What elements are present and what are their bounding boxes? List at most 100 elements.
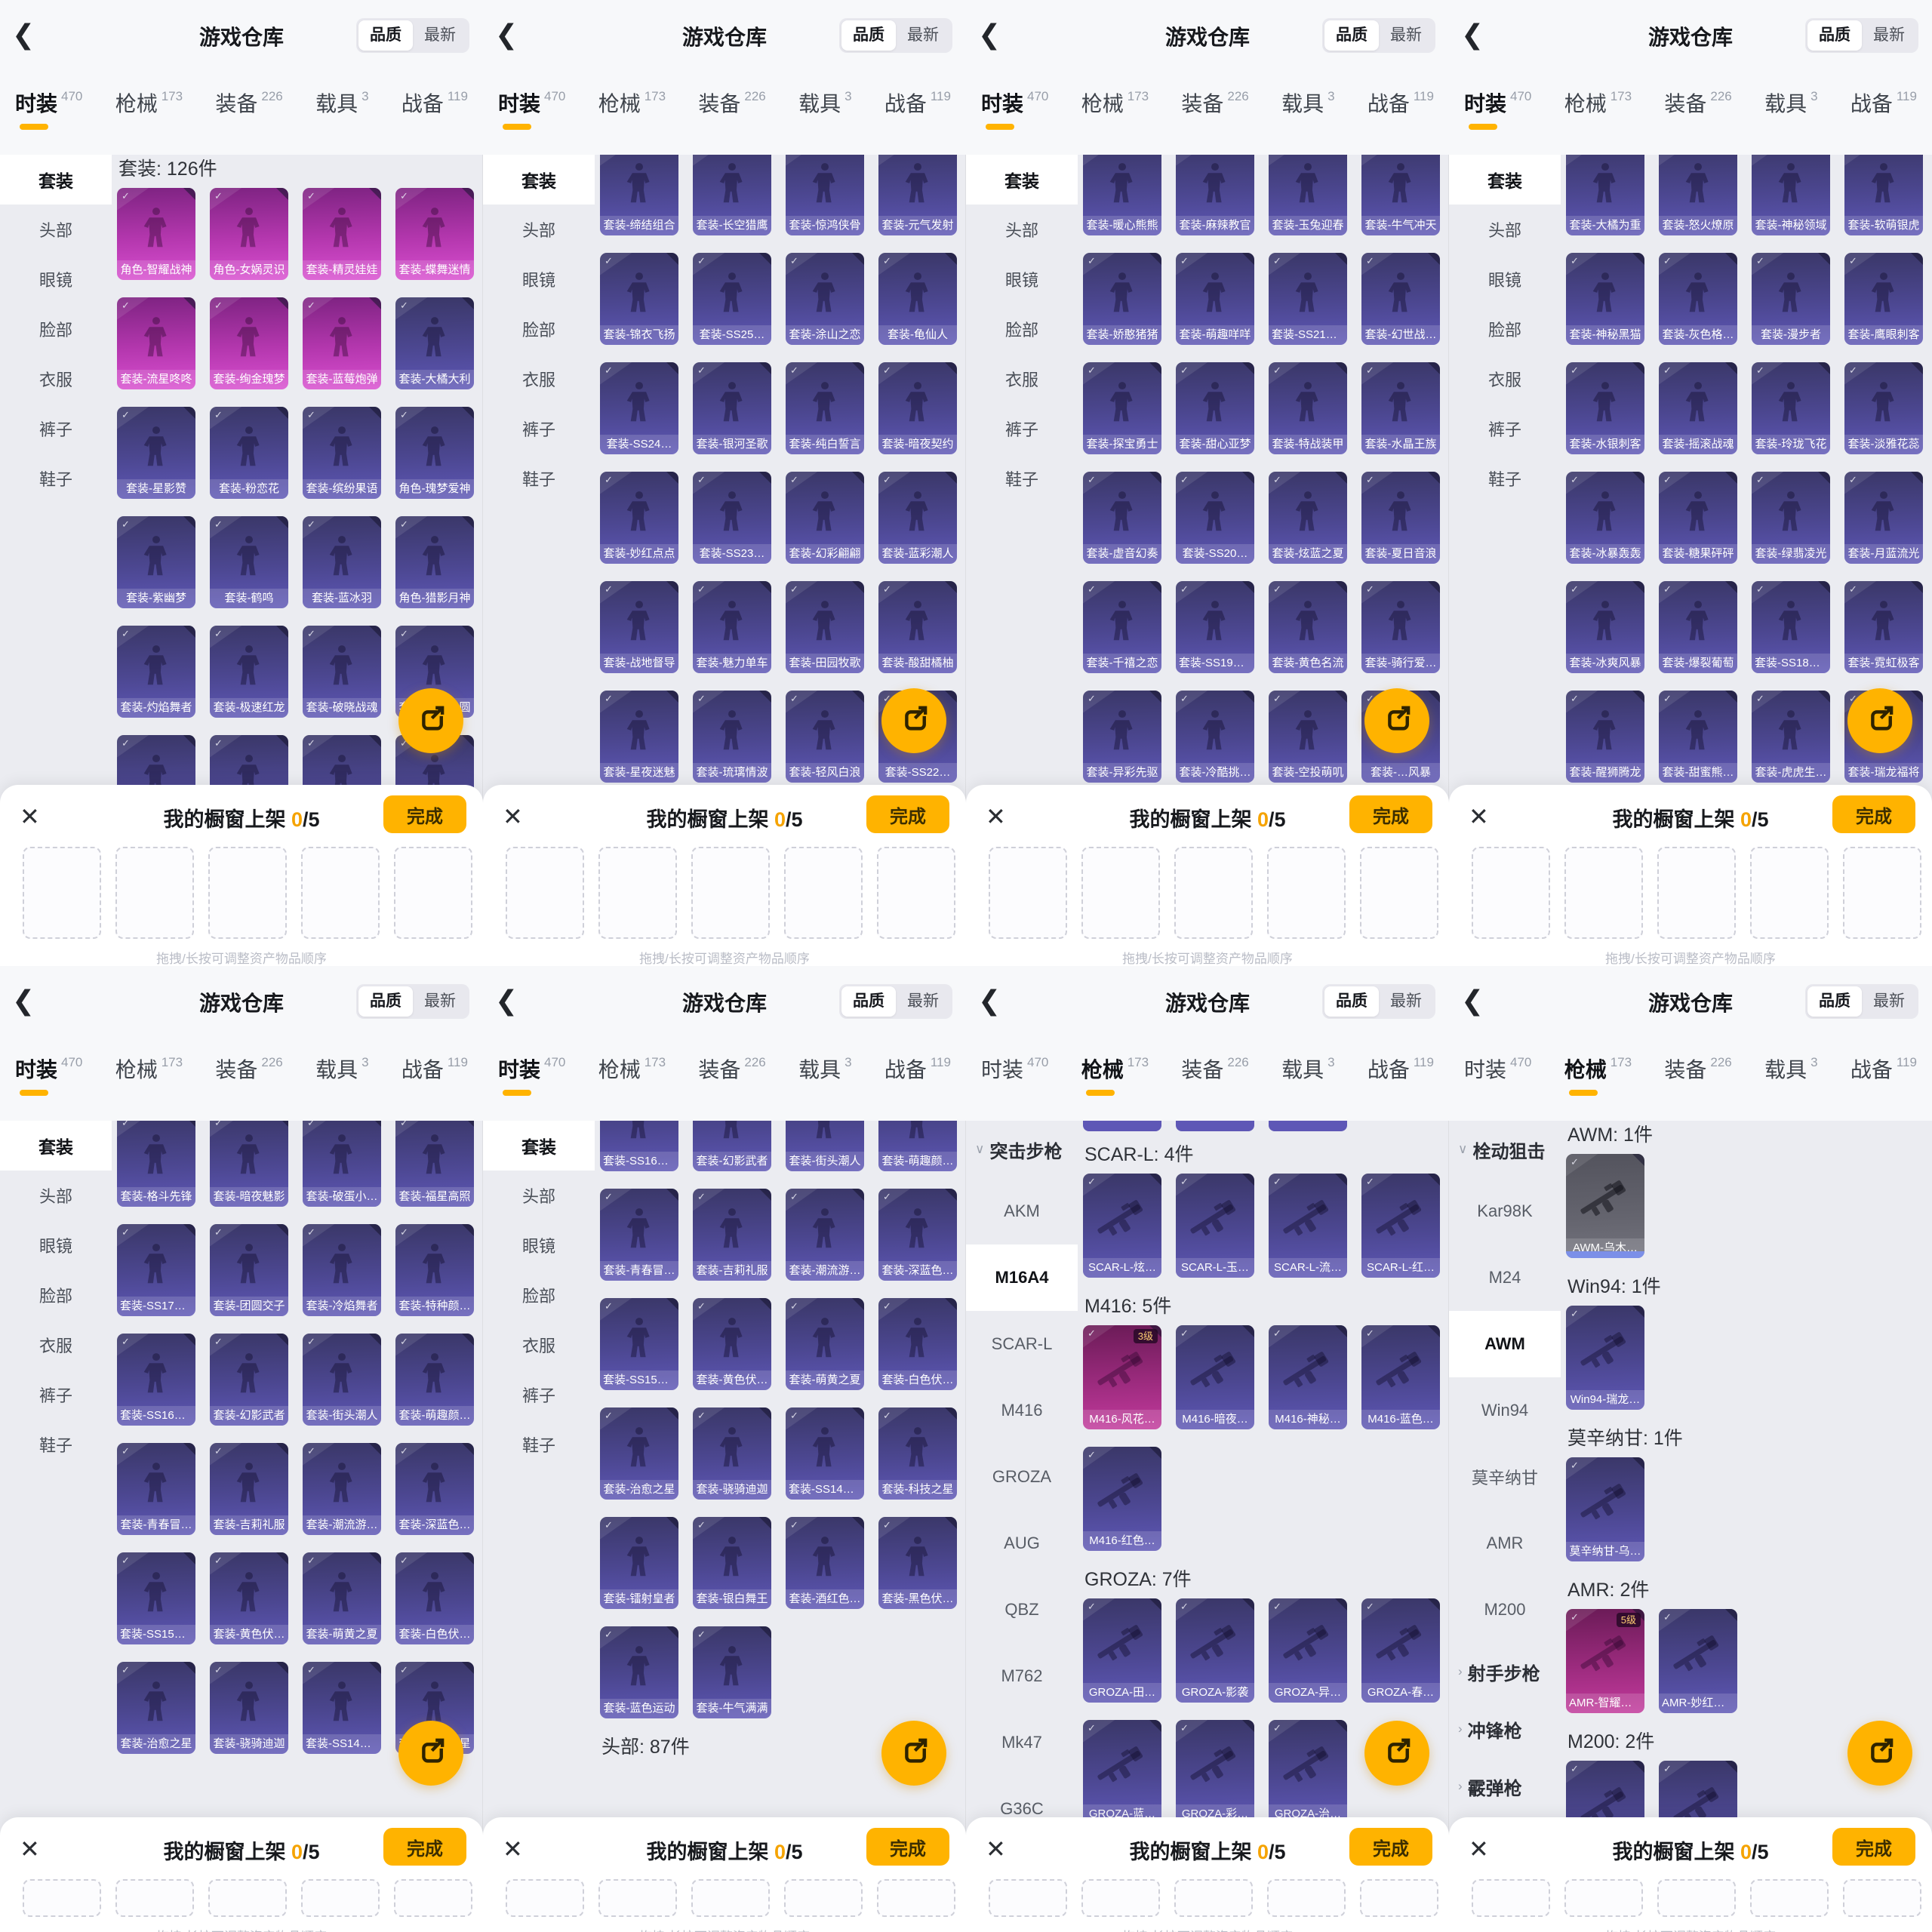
- item-card[interactable]: ✓ 套装-虎虎生…: [1752, 691, 1830, 783]
- sidebar-item[interactable]: 裤子: [1487, 420, 1521, 439]
- tab-equipment[interactable]: 装备 226: [215, 1054, 282, 1084]
- sort-newest-button[interactable]: 最新: [1873, 26, 1905, 44]
- sidebar-group[interactable]: › 冲锋枪: [1449, 1700, 1561, 1758]
- item-card[interactable]: ✓ 套装-SS17特训: [117, 1224, 195, 1316]
- share-fab-button[interactable]: [881, 1721, 946, 1786]
- item-card[interactable]: ✓套装-幻影武者: [693, 1121, 771, 1171]
- item-card[interactable]: ✓ 套装-SS19特训: [1176, 581, 1254, 673]
- tab-vehicles[interactable]: 载具 3: [798, 88, 851, 118]
- item-card[interactable]: ✓ 套装-蓝色运动: [600, 1626, 678, 1718]
- done-button[interactable]: 完成: [1832, 795, 1915, 833]
- item-card[interactable]: ✓ 套装-水晶王族: [1361, 362, 1440, 454]
- tab-supplies[interactable]: 战备 119: [884, 88, 951, 118]
- item-card[interactable]: ✓ 套装-SS15特训: [600, 1298, 678, 1390]
- item-card[interactable]: ✓ 套装-白色伏…: [878, 1298, 957, 1390]
- item-card[interactable]: ✓ M416-红色…: [1083, 1447, 1161, 1551]
- sort-toggle[interactable]: 品质 最新: [1322, 18, 1435, 53]
- item-card[interactable]: ✓ 套装-紫幽梦: [117, 516, 195, 608]
- item-card[interactable]: ✓ 套装-鹤鸣: [210, 516, 288, 608]
- item-card[interactable]: ✓ 套装-深蓝色…: [395, 1443, 474, 1535]
- sidebar-item[interactable]: 头部: [521, 221, 555, 240]
- sidebar-item[interactable]: 裤子: [521, 420, 555, 439]
- showcase-slot[interactable]: [784, 847, 863, 939]
- item-card[interactable]: ✓ GROZA-春…: [1361, 1598, 1440, 1703]
- item-card[interactable]: ✓ 套装-SS25…: [693, 253, 771, 345]
- close-button[interactable]: ✕: [20, 800, 40, 833]
- item-card[interactable]: ✓ 套装-玉兔迎春: [1269, 155, 1347, 235]
- sort-newest-button[interactable]: 最新: [1390, 26, 1422, 44]
- tab-weapons[interactable]: 枪械 173: [598, 88, 666, 118]
- sidebar-item[interactable]: 头部: [1004, 221, 1038, 240]
- sidebar-item[interactable]: 脸部: [38, 1287, 72, 1306]
- item-card[interactable]: ✓ 套装-青春冒…: [600, 1189, 678, 1281]
- sort-toggle[interactable]: 品质 最新: [1322, 984, 1435, 1019]
- back-button[interactable]: ❮: [495, 19, 518, 50]
- showcase-slot[interactable]: [1564, 1879, 1643, 1917]
- sidebar-item[interactable]: 脸部: [1487, 321, 1521, 340]
- back-button[interactable]: ❮: [12, 19, 35, 50]
- item-card[interactable]: ✓ 套装-银白舞王: [693, 1517, 771, 1609]
- item-card[interactable]: ✓ 套装-神秘黑猫: [1566, 253, 1644, 345]
- item-card[interactable]: ✓ 套装-魅力单车: [693, 581, 771, 673]
- item-card[interactable]: ✓ 套装-SS20…: [1176, 472, 1254, 564]
- sort-quality-button[interactable]: 品质: [1807, 20, 1862, 51]
- item-card[interactable]: ✓ 套装-福星高照: [395, 1121, 474, 1207]
- item-card[interactable]: ✓ 套装-元气发射: [878, 155, 957, 235]
- item-card[interactable]: ✓ 套装-炫蓝之夏: [1269, 472, 1347, 564]
- sidebar-item[interactable]: 套装: [483, 1121, 595, 1171]
- close-button[interactable]: ✕: [20, 1832, 40, 1866]
- showcase-slot[interactable]: [1360, 847, 1438, 939]
- item-card[interactable]: ✓ 套装-虚音幻奏: [1083, 472, 1161, 564]
- sidebar-item[interactable]: 鞋子: [1487, 470, 1521, 489]
- item-card[interactable]: ✓ 套装-锦衣飞扬: [600, 253, 678, 345]
- sidebar-group[interactable]: › 霰弹枪: [1449, 1758, 1561, 1815]
- item-card[interactable]: ✓ 套装-软萌银虎: [1844, 155, 1923, 235]
- sidebar-item[interactable]: AWM: [1449, 1311, 1561, 1377]
- done-button[interactable]: 完成: [866, 795, 949, 833]
- sort-toggle[interactable]: 品质 最新: [839, 984, 952, 1019]
- tab-vehicles[interactable]: 载具 3: [1764, 88, 1817, 118]
- item-card[interactable]: ✓ 5级 AMR-智耀战神: [1566, 1609, 1644, 1713]
- item-card[interactable]: ✓ 套装-甜心亚梦: [1176, 362, 1254, 454]
- sidebar-group[interactable]: › 射手步枪: [1449, 1643, 1561, 1700]
- item-card[interactable]: ✓ 套装-千禧之恋: [1083, 581, 1161, 673]
- close-button[interactable]: ✕: [986, 1832, 1006, 1866]
- item-card[interactable]: ✓ 套装-黄色名流: [1269, 581, 1347, 673]
- showcase-slot[interactable]: [989, 847, 1067, 939]
- item-card[interactable]: ✓ 套装-田园牧歌: [786, 581, 864, 673]
- done-button[interactable]: 完成: [383, 795, 466, 833]
- item-card[interactable]: ✓ 套装-街头潮人: [303, 1334, 381, 1426]
- sidebar-item[interactable]: Kar98K: [1477, 1201, 1533, 1220]
- item-card[interactable]: ✓ 套装-星影赞: [117, 407, 195, 499]
- showcase-slot[interactable]: [1843, 847, 1921, 939]
- item-card[interactable]: ✓ 套装-破晓战魂: [303, 626, 381, 718]
- item-card[interactable]: ✓ 套装-幻世战…: [1361, 253, 1440, 345]
- item-card[interactable]: ✓ M416-暗夜…: [1176, 1325, 1254, 1429]
- sidebar-item[interactable]: 眼镜: [1004, 271, 1038, 290]
- sidebar-item[interactable]: AKM: [1004, 1201, 1040, 1220]
- tab-equipment[interactable]: 装备 226: [1181, 1054, 1248, 1084]
- sidebar-item[interactable]: 衣服: [521, 371, 555, 389]
- showcase-slot[interactable]: [115, 1879, 194, 1917]
- item-card[interactable]: ✓ 套装-缤纷果语: [303, 407, 381, 499]
- item-card[interactable]: ✓ 套装-科技之星: [878, 1407, 957, 1500]
- item-card[interactable]: ✓ GROZA-影袭: [1176, 1598, 1254, 1703]
- back-button[interactable]: ❮: [1461, 985, 1484, 1016]
- tab-supplies[interactable]: 战备 119: [1850, 88, 1917, 118]
- showcase-slot[interactable]: [208, 847, 287, 939]
- showcase-slot[interactable]: [23, 847, 101, 939]
- item-card[interactable]: ✓ 套装-流星咚咚: [117, 297, 195, 389]
- sort-toggle[interactable]: 品质 最新: [1805, 984, 1918, 1019]
- sidebar-item[interactable]: 鞋子: [521, 470, 555, 489]
- sidebar-item[interactable]: Mk47: [1001, 1733, 1042, 1752]
- close-button[interactable]: ✕: [1469, 800, 1489, 833]
- sort-toggle[interactable]: 品质 最新: [1805, 18, 1918, 53]
- tab-equipment[interactable]: 装备 226: [698, 88, 765, 118]
- item-card[interactable]: ✓ SCAR-L-炫…: [1083, 1174, 1161, 1278]
- tab-weapons[interactable]: 枪械 173: [598, 1054, 666, 1084]
- sort-newest-button[interactable]: 最新: [424, 992, 456, 1010]
- showcase-slot[interactable]: [1267, 847, 1346, 939]
- sidebar-item[interactable]: 脸部: [521, 1287, 555, 1306]
- showcase-slot[interactable]: [691, 1879, 770, 1917]
- item-card[interactable]: ✓ 套装-暗夜契约: [878, 362, 957, 454]
